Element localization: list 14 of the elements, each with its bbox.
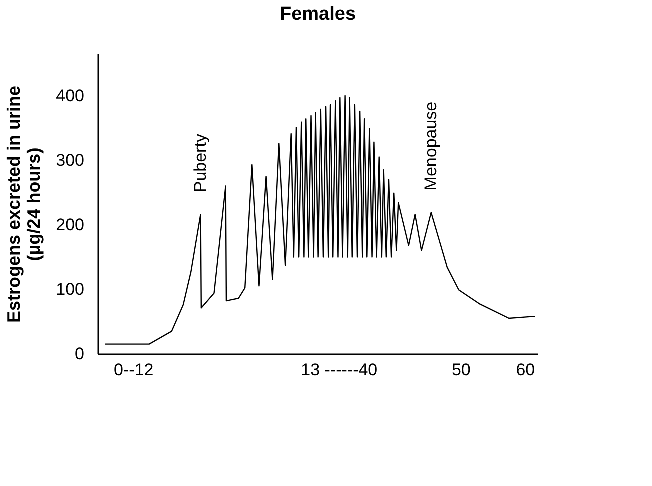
chart-title: Females: [280, 4, 356, 25]
y-tick-label: 100: [56, 280, 84, 299]
x-tick-label: 0--12: [114, 360, 154, 380]
y-tick-label: 300: [56, 150, 84, 170]
line-series: [105, 95, 536, 345]
x-tick-label: 50: [452, 360, 471, 380]
y-tick-label: 0: [75, 344, 84, 364]
x-tick-label: 13 ------40: [301, 360, 378, 380]
x-tick-label: 60: [516, 360, 536, 380]
annotation: Menopause: [421, 102, 440, 191]
y-axis-title: Estrogens excreted in urine (µg/24 hours): [4, 86, 44, 324]
annotation: Puberty: [190, 134, 210, 193]
y-tick-label: 400: [56, 86, 84, 106]
y-tick-label: 200: [56, 215, 84, 234]
